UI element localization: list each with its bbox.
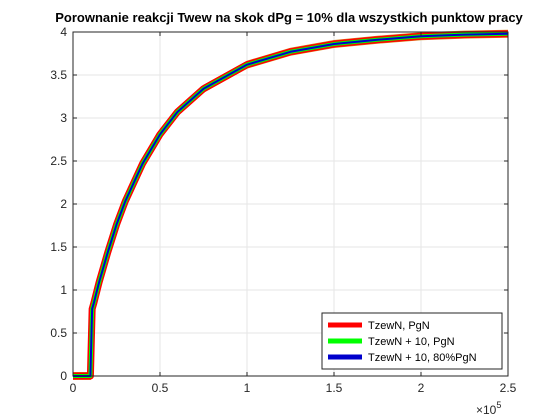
legend: TzewN, PgN TzewN + 10, PgN TzewN + 10, 80%… bbox=[321, 312, 503, 370]
x-tick-label: 2 bbox=[418, 381, 425, 395]
x-tick-label: 1 bbox=[244, 381, 251, 395]
y-tick-label: 1.5 bbox=[50, 240, 67, 254]
chart-title: Porownanie reakcji Twew na skok dPg = 10… bbox=[55, 10, 523, 25]
x-exponent-power: 5 bbox=[496, 400, 501, 410]
y-tick-label: 3 bbox=[60, 111, 67, 125]
x-exponent-label: ×105 bbox=[476, 400, 501, 417]
tick-layer: 0 0.5 1 1.5 2 2.5 0 0.5 1 1.5 2 2.5 3 3.5 4 bbox=[50, 25, 516, 395]
y-tick-label: 0.5 bbox=[50, 326, 67, 340]
series-layer bbox=[73, 29, 509, 380]
x-tick-label: 0 bbox=[70, 381, 77, 395]
y-tick-label: 2.5 bbox=[50, 154, 67, 168]
y-tick-label: 3.5 bbox=[50, 68, 67, 82]
legend-label-3: TzewN + 10, 80%PgN bbox=[368, 352, 477, 364]
legend-label-2: TzewN + 10, PgN bbox=[368, 336, 455, 348]
x-tick-label: 0.5 bbox=[152, 381, 169, 395]
x-exponent-base: ×10 bbox=[476, 403, 497, 417]
y-tick-label: 0 bbox=[60, 369, 67, 383]
x-tick-label: 1.5 bbox=[326, 381, 343, 395]
y-tick-label: 2 bbox=[60, 197, 67, 211]
y-tick-label: 1 bbox=[60, 283, 67, 297]
x-tick-label: 2.5 bbox=[500, 381, 517, 395]
series-line-3 bbox=[73, 32, 509, 377]
y-tick-label: 4 bbox=[60, 25, 67, 39]
legend-label-1: TzewN, PgN bbox=[368, 320, 430, 332]
